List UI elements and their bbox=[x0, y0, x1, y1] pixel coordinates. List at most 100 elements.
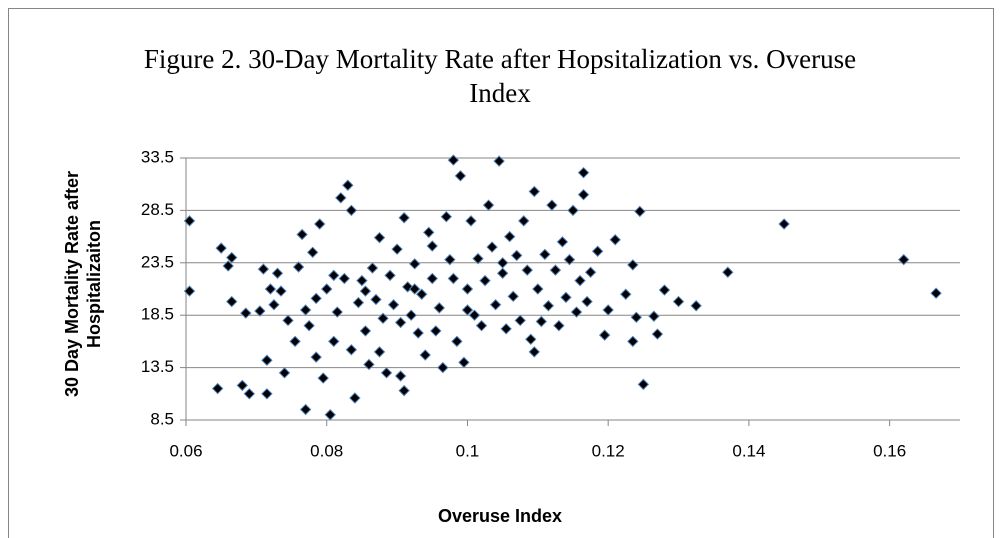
x-tick-label: 0.1 bbox=[456, 441, 480, 460]
point bbox=[461, 283, 474, 295]
point bbox=[567, 204, 579, 217]
point bbox=[349, 392, 361, 404]
point bbox=[243, 388, 256, 400]
point bbox=[507, 290, 519, 303]
point bbox=[627, 259, 639, 271]
point bbox=[254, 305, 266, 317]
point bbox=[215, 242, 227, 254]
x-tick-label: 0.06 bbox=[169, 441, 202, 460]
point bbox=[535, 315, 548, 328]
point bbox=[521, 264, 533, 276]
point bbox=[518, 215, 530, 227]
point bbox=[292, 261, 305, 273]
point bbox=[391, 243, 403, 255]
point bbox=[690, 300, 702, 312]
point bbox=[525, 333, 537, 346]
point bbox=[222, 260, 234, 272]
point bbox=[493, 155, 505, 167]
point bbox=[426, 240, 438, 252]
point bbox=[451, 335, 463, 348]
point bbox=[630, 311, 643, 324]
point bbox=[634, 205, 646, 218]
point bbox=[408, 258, 421, 270]
y-axis-label: 30 Day Mortality Rate after Hospitalizai… bbox=[62, 170, 104, 398]
point bbox=[359, 325, 372, 337]
point bbox=[620, 288, 632, 300]
point bbox=[310, 292, 322, 305]
point bbox=[380, 367, 393, 379]
point bbox=[328, 335, 340, 348]
point bbox=[310, 351, 322, 363]
point bbox=[321, 283, 333, 295]
point bbox=[408, 283, 421, 295]
point bbox=[317, 372, 329, 384]
point bbox=[577, 166, 590, 179]
point bbox=[377, 312, 389, 325]
point bbox=[328, 269, 340, 282]
point bbox=[430, 325, 442, 337]
point bbox=[556, 236, 569, 248]
point bbox=[440, 210, 453, 223]
point bbox=[412, 327, 424, 339]
point bbox=[342, 179, 354, 191]
point bbox=[648, 310, 660, 322]
point bbox=[528, 185, 541, 198]
point bbox=[426, 272, 438, 285]
point bbox=[289, 335, 301, 348]
x-tick-label: 0.16 bbox=[873, 441, 906, 460]
point bbox=[433, 302, 446, 314]
point bbox=[627, 335, 639, 348]
point bbox=[261, 388, 273, 400]
point bbox=[268, 299, 280, 311]
point bbox=[331, 306, 343, 318]
y-tick-label: 23.5 bbox=[141, 252, 174, 271]
point bbox=[447, 272, 460, 285]
point bbox=[503, 230, 516, 243]
point bbox=[211, 382, 224, 395]
x-tick-label: 0.08 bbox=[310, 441, 343, 460]
point bbox=[303, 319, 315, 332]
point bbox=[398, 384, 410, 397]
point bbox=[468, 309, 481, 321]
point bbox=[324, 409, 336, 421]
point bbox=[271, 267, 284, 279]
point bbox=[183, 285, 196, 297]
y-tick-label: 33.5 bbox=[141, 147, 174, 166]
point bbox=[500, 323, 512, 335]
point bbox=[398, 212, 410, 224]
point bbox=[570, 306, 583, 318]
chart-title: Figure 2. 30-Day Mortality Rate after Ho… bbox=[143, 44, 857, 108]
point bbox=[475, 319, 488, 332]
point bbox=[496, 257, 509, 269]
point bbox=[602, 304, 614, 316]
point bbox=[511, 249, 523, 262]
point bbox=[384, 269, 396, 282]
point bbox=[359, 285, 372, 297]
point bbox=[299, 403, 312, 416]
point bbox=[278, 367, 291, 379]
point bbox=[574, 274, 586, 287]
point bbox=[898, 253, 910, 266]
point bbox=[651, 328, 664, 340]
point bbox=[296, 228, 308, 241]
point bbox=[486, 241, 498, 253]
point bbox=[577, 188, 590, 201]
point bbox=[553, 319, 565, 332]
point bbox=[373, 346, 386, 358]
point bbox=[591, 245, 604, 257]
point bbox=[482, 199, 495, 211]
point bbox=[672, 295, 685, 308]
point bbox=[658, 284, 671, 296]
point bbox=[461, 304, 474, 316]
point bbox=[546, 199, 558, 211]
point bbox=[542, 300, 555, 312]
point bbox=[637, 378, 650, 391]
point bbox=[373, 231, 386, 244]
point bbox=[560, 291, 572, 304]
point bbox=[563, 253, 576, 266]
point bbox=[282, 314, 294, 327]
point bbox=[352, 296, 365, 309]
point bbox=[345, 344, 358, 356]
